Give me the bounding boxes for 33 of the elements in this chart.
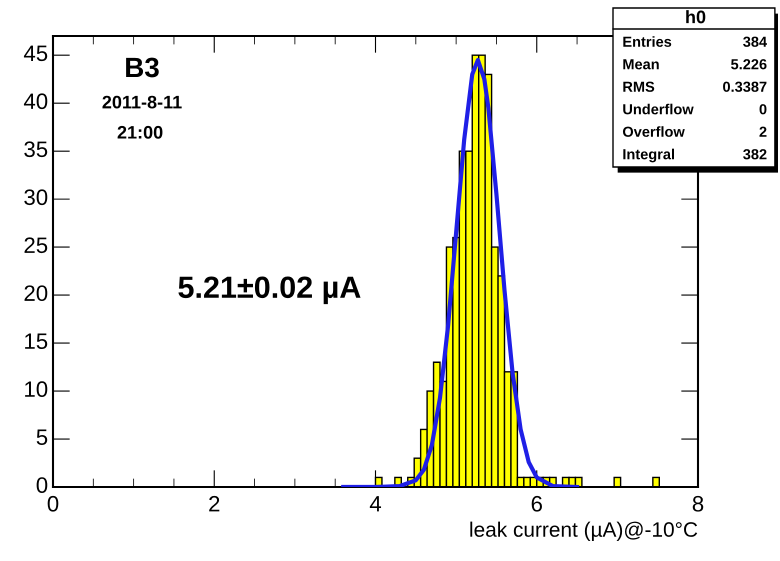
x-tick-label: 2 (209, 496, 220, 512)
annotation: Entries (623, 36, 672, 47)
y-tick-label: 0 (36, 477, 48, 493)
text: 5.226 (731, 59, 767, 70)
annotation: Mean (623, 59, 659, 70)
y-tick-label: 5 (36, 429, 48, 445)
x-tick-label: 4 (370, 496, 382, 512)
text: h0 (686, 10, 706, 24)
y-tick-label: 45 (24, 46, 48, 62)
x-tick-label: 0 (48, 496, 58, 512)
text: 384 (743, 36, 768, 47)
text: 0 (760, 104, 766, 114)
y-tick-label: 15 (25, 334, 48, 350)
annotation: RMS (623, 82, 654, 92)
x-tick-label: 8 (692, 496, 704, 512)
y-tick-label: 20 (24, 285, 48, 302)
annotation: Overflow (622, 126, 685, 137)
y-tick-label: 40 (24, 93, 48, 110)
text: 2 (759, 126, 766, 137)
x-axis-title: leak current (µA)@-10°C (470, 522, 698, 542)
x-tick-label: 6 (532, 496, 542, 512)
text: 0.3387 (723, 82, 766, 92)
annotation: 5.21±0.02 µA (178, 276, 361, 304)
annotation: Integral (623, 148, 674, 162)
y-tick-label: 10 (25, 381, 48, 398)
y-tick-label: 35 (24, 141, 48, 158)
annotation: Underflow (623, 104, 694, 114)
text: 382 (743, 149, 766, 160)
annotation: B3 (126, 58, 159, 78)
y-tick-label: 25 (24, 237, 48, 254)
y-tick-label: 30 (24, 189, 48, 206)
annotation: 2011-8-11 (102, 96, 182, 108)
annotation: 21:00 (118, 126, 162, 139)
